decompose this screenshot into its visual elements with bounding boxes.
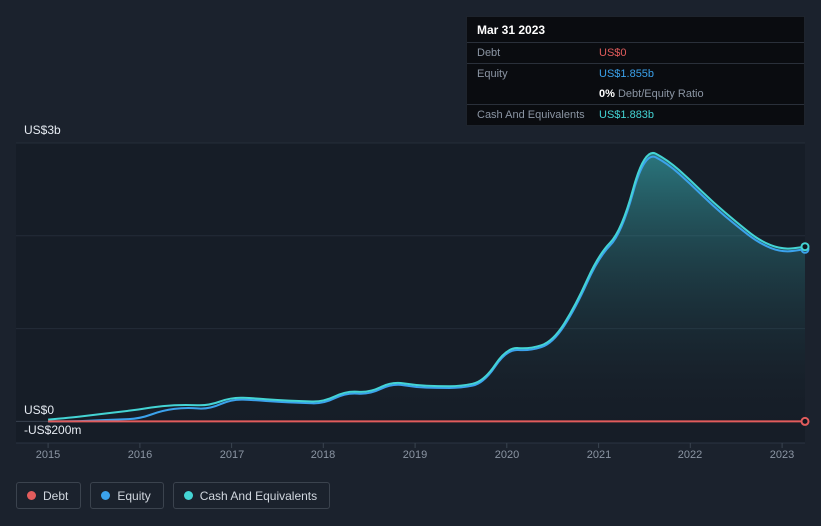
- legend-label-equity: Equity: [117, 488, 151, 503]
- legend: Debt Equity Cash And Equivalents: [16, 482, 331, 509]
- tooltip-row-debt: Debt US$0: [467, 43, 804, 64]
- chart-canvas[interactable]: [16, 140, 810, 452]
- x-tick-2020: 2020: [494, 449, 520, 461]
- legend-item-debt[interactable]: Debt: [16, 482, 82, 509]
- x-tick-2017: 2017: [219, 449, 245, 461]
- y-axis-label-zero: US$0: [24, 403, 55, 417]
- equity-series-dot-icon: [101, 491, 111, 500]
- x-tick-2018: 2018: [310, 449, 336, 461]
- legend-item-cash[interactable]: Cash And Equivalents: [172, 482, 331, 509]
- tooltip-ratio: 0% Debt/Equity Ratio: [599, 88, 794, 100]
- tooltip-row-equity: Equity US$1.855b: [467, 64, 804, 84]
- x-tick-2015: 2015: [35, 449, 61, 461]
- y-axis-label-negative: -US$200m: [24, 423, 82, 437]
- tooltip-row-ratio: 0% Debt/Equity Ratio: [467, 84, 804, 105]
- tooltip-equity-label: Equity: [477, 68, 508, 80]
- legend-label-debt: Debt: [43, 488, 69, 503]
- cash-series-dot-icon: [183, 491, 193, 500]
- tooltip-debt-label: Debt: [477, 47, 501, 59]
- tooltip-ratio-label: Debt/Equity Ratio: [614, 88, 704, 100]
- x-tick-2019: 2019: [402, 449, 428, 461]
- tooltip: Mar 31 2023 Debt US$0 Equity US$1.855b 0…: [466, 16, 805, 126]
- tooltip-debt-value: US$0: [599, 47, 627, 59]
- tooltip-date: Mar 31 2023: [467, 17, 804, 43]
- legend-item-equity[interactable]: Equity: [90, 482, 164, 509]
- x-tick-2022: 2022: [677, 449, 703, 461]
- y-axis-label-top: US$3b: [24, 123, 61, 137]
- tooltip-cash-label: Cash And Equivalents: [477, 109, 585, 121]
- x-tick-2021: 2021: [586, 449, 612, 461]
- tooltip-equity-value: US$1.855b: [599, 68, 655, 80]
- legend-label-cash: Cash And Equivalents: [199, 488, 318, 503]
- tooltip-row-cash: Cash And Equivalents US$1.883b: [467, 105, 804, 125]
- x-tick-2016: 2016: [127, 449, 153, 461]
- tooltip-ratio-value: 0%: [599, 88, 615, 100]
- debt-series-dot-icon: [27, 491, 36, 500]
- tooltip-cash-value: US$1.883b: [599, 109, 655, 121]
- x-tick-2023: 2023: [769, 449, 795, 461]
